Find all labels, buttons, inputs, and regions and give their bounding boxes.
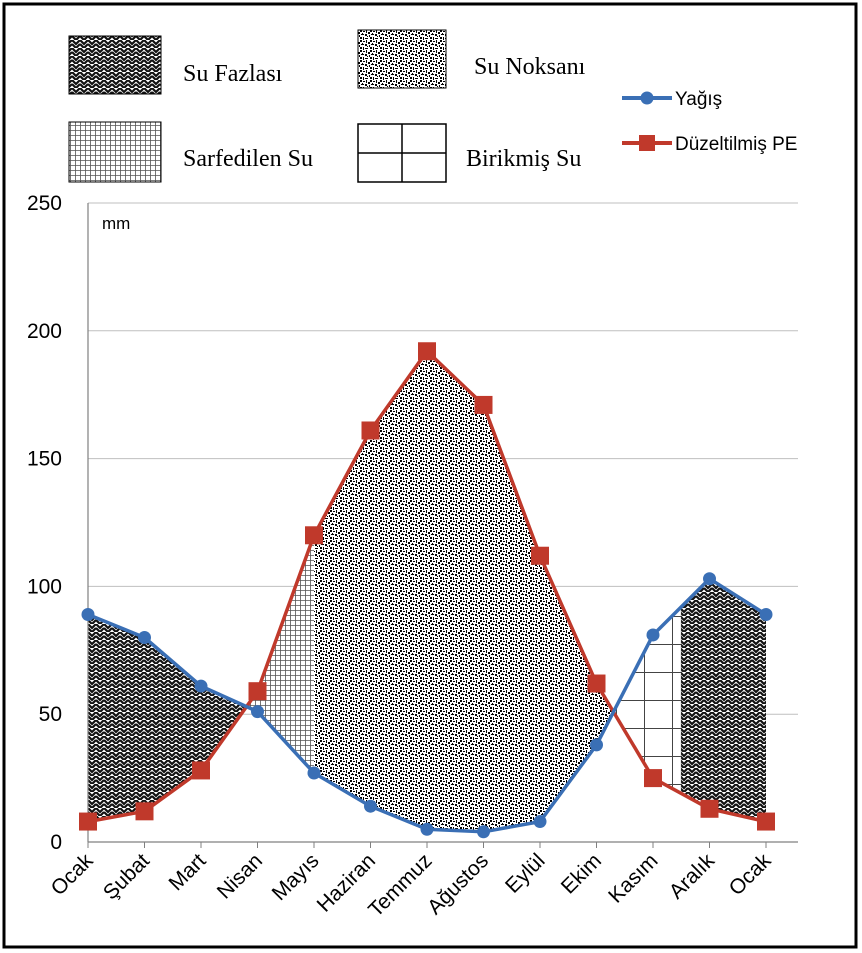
pe-marker bbox=[248, 682, 267, 701]
yagis-marker bbox=[477, 825, 490, 839]
legend-label-surplus: Su Fazlası bbox=[183, 61, 283, 87]
x-tick-label: Nisan bbox=[213, 849, 267, 903]
y-tick-label: 250 bbox=[27, 192, 62, 215]
legend-entry-yagis: Yağış bbox=[622, 89, 722, 110]
yagis-marker bbox=[251, 705, 264, 719]
yagis-marker bbox=[703, 572, 716, 586]
yagis-marker bbox=[646, 628, 660, 642]
pe-marker bbox=[418, 342, 436, 361]
area-surplus-right bbox=[681, 578, 766, 822]
legend-entry-pe: Düzeltilmiş PE bbox=[622, 134, 797, 155]
yagis-marker bbox=[533, 815, 547, 829]
pe-marker bbox=[305, 526, 323, 545]
pe-marker bbox=[531, 546, 549, 565]
legend-label-used: Sarfedilen Su bbox=[183, 146, 313, 172]
series bbox=[79, 342, 775, 839]
pe-marker bbox=[192, 761, 210, 780]
yagis-marker bbox=[138, 631, 151, 645]
x-tick-label: Ekim bbox=[557, 849, 606, 898]
x-tick-label: Şubat bbox=[99, 849, 154, 904]
unit-label: mm bbox=[102, 214, 130, 233]
y-tick-label: 50 bbox=[39, 703, 62, 726]
x-tick-label: Temmuz bbox=[364, 849, 436, 921]
axes bbox=[87, 203, 798, 848]
legend-label-stored: Birikmiş Su bbox=[466, 146, 581, 172]
x-tick-label: Ocak bbox=[725, 849, 776, 900]
pe-marker bbox=[79, 812, 97, 831]
pe-marker bbox=[135, 802, 154, 821]
x-tick-label: Aralık bbox=[665, 849, 720, 904]
x-tick-label: Ağustos bbox=[423, 849, 493, 919]
x-tick-label: Mart bbox=[165, 849, 211, 895]
x-tick-label: Ocak bbox=[47, 849, 98, 900]
legend-swatch-used bbox=[68, 121, 162, 183]
yagis-marker bbox=[364, 799, 377, 813]
legend-swatch-surplus bbox=[68, 35, 162, 95]
legend-swatch-deficit bbox=[357, 29, 447, 89]
legend-label-deficit: Su Noksanı bbox=[474, 54, 586, 80]
pe-marker bbox=[587, 674, 606, 693]
pe-marker bbox=[757, 812, 775, 831]
y-tick-label: 0 bbox=[50, 831, 62, 854]
pe-marker bbox=[474, 395, 493, 414]
x-tick-label: Eylül bbox=[501, 849, 549, 897]
y-tick-label: 100 bbox=[27, 575, 62, 598]
yagis-marker bbox=[420, 822, 434, 836]
yagis-marker bbox=[590, 738, 603, 752]
area-surplus-left bbox=[88, 614, 247, 822]
y-tick-label: 200 bbox=[27, 320, 62, 343]
yagis-marker bbox=[194, 679, 208, 693]
yagis-marker bbox=[81, 608, 95, 622]
y-tick-label: 150 bbox=[27, 448, 62, 471]
pe-marker bbox=[644, 769, 662, 788]
area-deficit bbox=[314, 351, 614, 832]
legend-label-pe: Düzeltilmiş PE bbox=[675, 134, 797, 155]
pe-marker bbox=[361, 421, 380, 440]
legend-label-yagis: Yağış bbox=[675, 89, 722, 110]
legend-marker-yagis bbox=[640, 91, 654, 105]
legend: Su Fazlası Su Noksanı Sarfedilen Su Biri… bbox=[68, 29, 797, 183]
yagis-marker bbox=[759, 608, 773, 622]
legend-swatch-stored bbox=[357, 123, 447, 183]
pe-marker bbox=[700, 799, 719, 818]
legend-marker-pe bbox=[639, 135, 655, 151]
x-tick-label: Kasım bbox=[604, 849, 662, 907]
water-balance-areas bbox=[88, 351, 766, 832]
yagis-marker bbox=[307, 766, 321, 780]
